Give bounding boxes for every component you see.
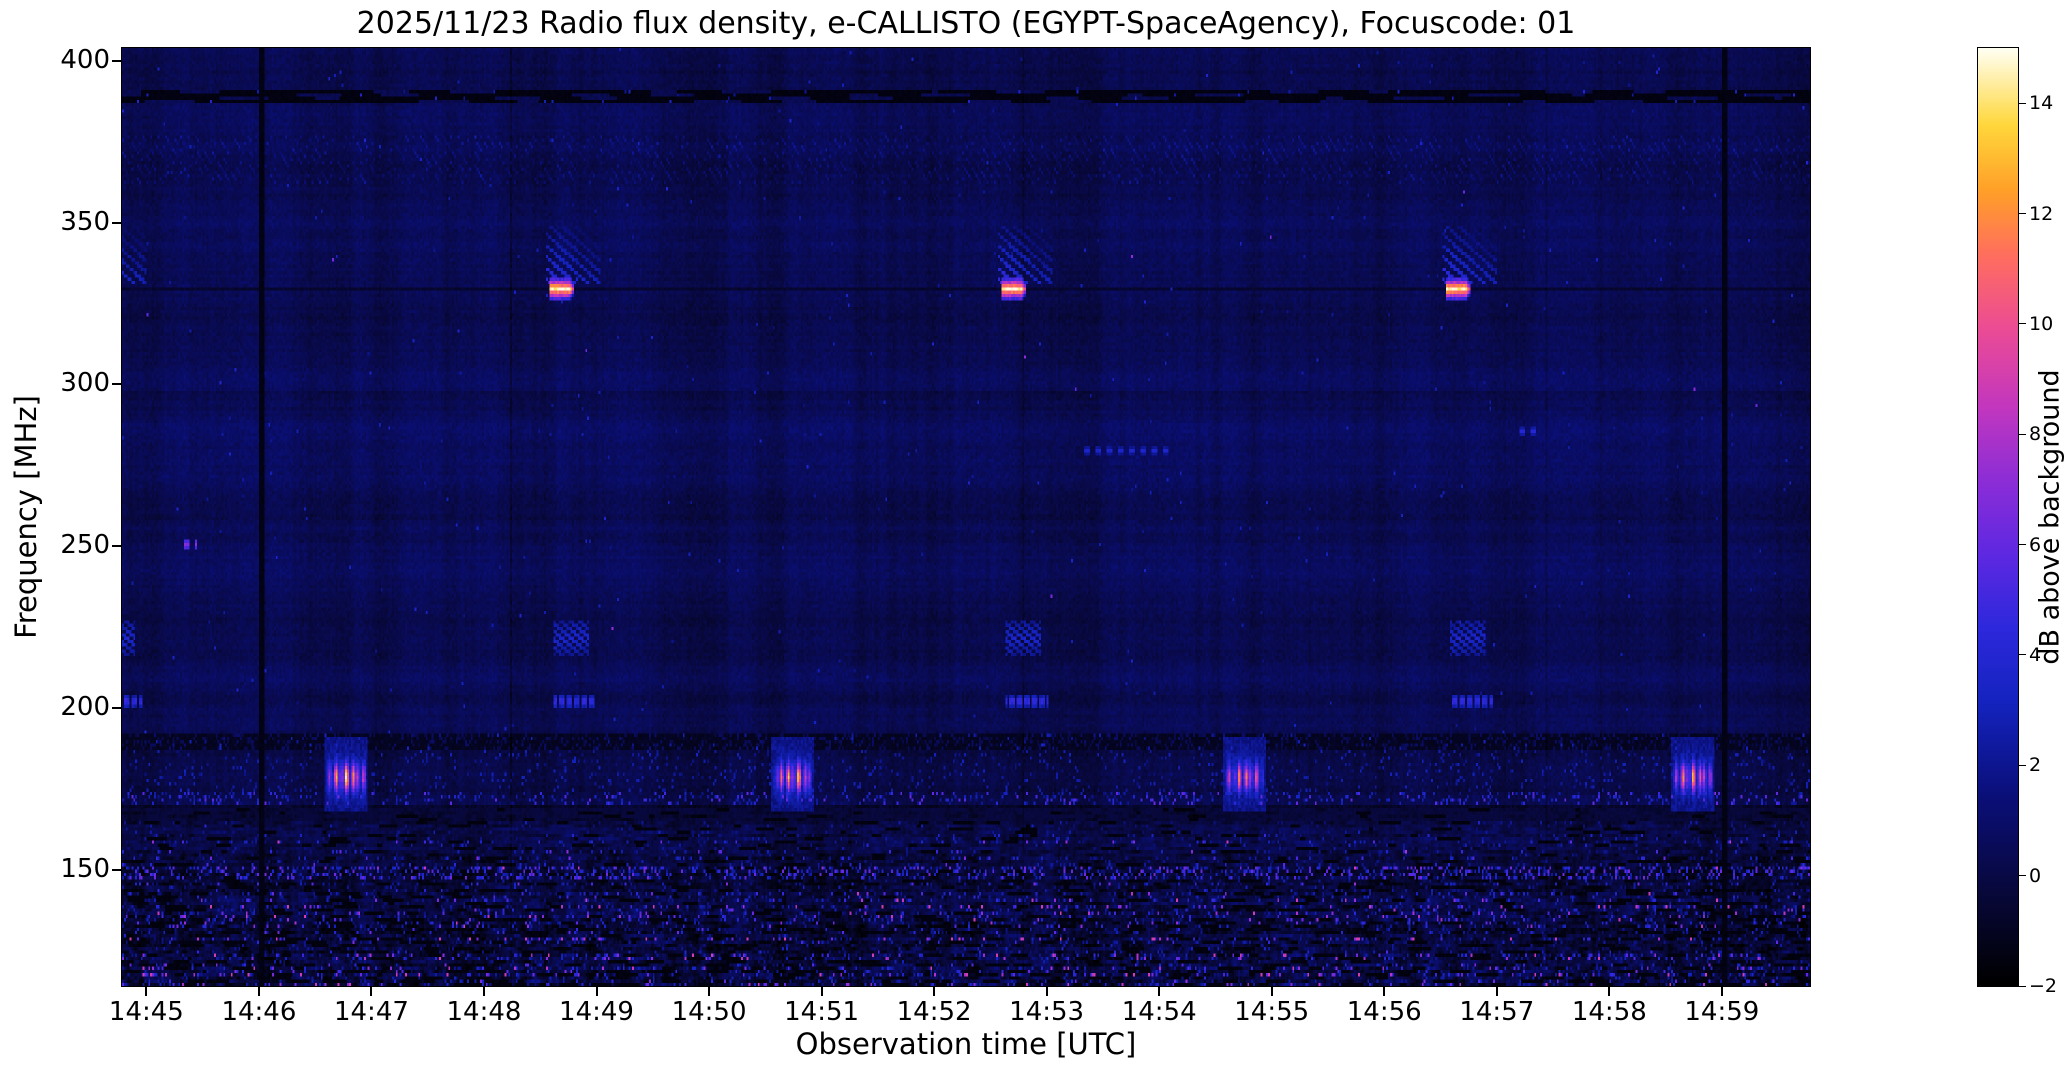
colorbar-tick-label: −2 [2029, 975, 2058, 997]
colorbar-tick-mark [2018, 213, 2026, 215]
x-tick-mark [145, 986, 148, 996]
colorbar-tick-label: 4 [2029, 643, 2042, 666]
chart-title: 2025/11/23 Radio flux density, e-CALLIST… [356, 6, 1576, 41]
spectrogram-heatmap [122, 48, 1810, 986]
colorbar-tick-mark [2018, 764, 2026, 766]
y-tick-label: 400 [60, 44, 110, 75]
colorbar [1978, 48, 2018, 986]
y-tick-label: 350 [60, 206, 110, 237]
x-tick-mark [1158, 986, 1161, 996]
y-tick-label: 150 [60, 853, 110, 884]
x-tick-label: 14:56 [1346, 997, 1422, 1027]
colorbar-tick-label: 10 [2029, 312, 2054, 335]
x-tick-mark [1495, 986, 1498, 996]
colorbar-tick-mark [2018, 875, 2026, 877]
x-tick-mark [933, 986, 936, 996]
colorbar-tick-label: 2 [2029, 754, 2042, 777]
colorbar-tick-label: 14 [2029, 92, 2054, 115]
y-tick-label: 300 [60, 368, 110, 399]
colorbar-tick-mark [2018, 654, 2026, 656]
x-tick-label: 14:57 [1459, 997, 1535, 1027]
y-tick-mark [112, 221, 122, 224]
x-tick-mark [257, 986, 260, 996]
x-axis-label: Observation time [UTC] [795, 1027, 1137, 1061]
y-tick-mark [112, 706, 122, 709]
x-tick-mark [1383, 986, 1386, 996]
colorbar-tick-mark [2018, 102, 2026, 104]
y-tick-label: 250 [60, 530, 110, 561]
colorbar-tick-mark [2018, 433, 2026, 435]
colorbar-tick-mark [2018, 544, 2026, 546]
x-tick-label: 14:51 [784, 997, 860, 1027]
x-tick-label: 14:45 [108, 997, 184, 1027]
y-tick-label: 200 [60, 691, 110, 722]
colorbar-tick-mark [2018, 323, 2026, 325]
x-tick-label: 14:59 [1684, 997, 1760, 1027]
x-tick-label: 14:58 [1571, 997, 1647, 1027]
x-tick-label: 14:48 [446, 997, 522, 1027]
x-tick-label: 14:47 [333, 997, 409, 1027]
y-tick-mark [112, 383, 122, 386]
x-tick-mark [1045, 986, 1048, 996]
x-tick-label: 14:46 [221, 997, 297, 1027]
x-tick-label: 14:53 [1009, 997, 1085, 1027]
colorbar-tick-label: 6 [2029, 533, 2042, 556]
colorbar-tick-label: 12 [2029, 202, 2054, 225]
x-tick-label: 14:50 [671, 997, 747, 1027]
x-tick-label: 14:52 [896, 997, 972, 1027]
x-tick-label: 14:49 [559, 997, 634, 1027]
y-tick-mark [112, 868, 122, 871]
y-tick-mark [112, 59, 122, 62]
x-tick-mark [595, 986, 598, 996]
colorbar-tick-label: 8 [2029, 423, 2042, 446]
colorbar-tick-mark [2018, 985, 2026, 987]
x-tick-mark [708, 986, 711, 996]
x-tick-mark [370, 986, 373, 996]
x-tick-label: 14:55 [1234, 997, 1310, 1027]
x-tick-mark [820, 986, 823, 996]
x-tick-mark [1720, 986, 1723, 996]
x-tick-mark [1270, 986, 1273, 996]
y-tick-mark [112, 545, 122, 548]
y-axis-label: Frequency [MHz] [9, 395, 43, 639]
x-tick-mark [1608, 986, 1611, 996]
x-tick-label: 14:54 [1121, 997, 1197, 1027]
colorbar-label: dB above background [2034, 369, 2066, 665]
colorbar-tick-label: 0 [2029, 864, 2042, 887]
x-tick-mark [482, 986, 485, 996]
